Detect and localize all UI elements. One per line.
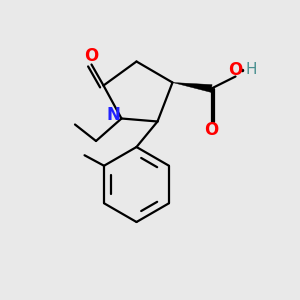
Text: O: O xyxy=(84,47,99,65)
Text: H: H xyxy=(245,62,257,77)
Text: O: O xyxy=(204,121,219,139)
Text: N: N xyxy=(106,106,120,124)
Text: O: O xyxy=(228,61,242,79)
Polygon shape xyxy=(172,82,212,92)
